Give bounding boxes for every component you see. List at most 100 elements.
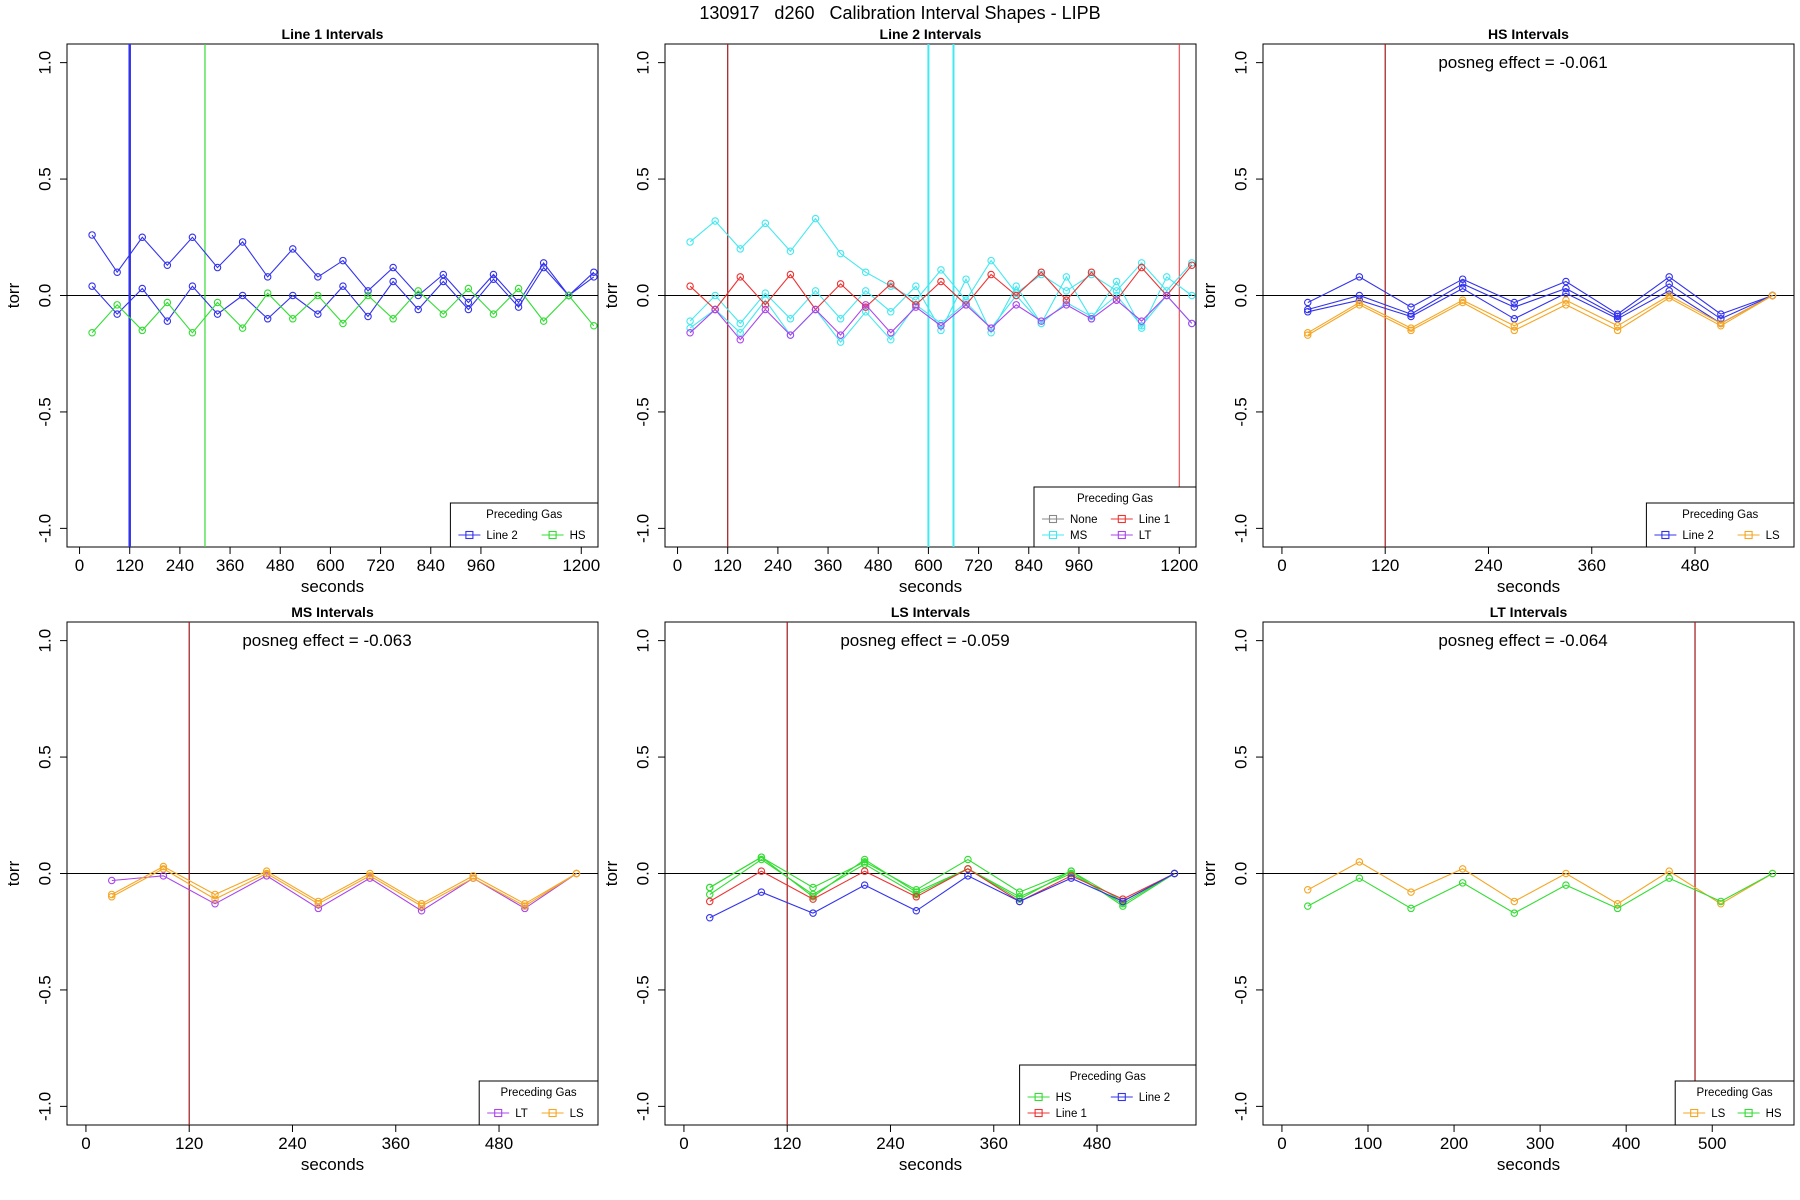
data-point [786, 247, 795, 256]
posneg-annotation: posneg effect = -0.064 [1438, 631, 1607, 650]
data-point [1137, 259, 1146, 267]
data-point [1037, 319, 1046, 328]
data-point [861, 308, 870, 316]
x-tick-label: 0 [1277, 556, 1286, 575]
data-point [1562, 284, 1570, 293]
data-point [1510, 303, 1519, 311]
data-point [987, 256, 995, 265]
data-point [188, 233, 197, 242]
data-point [836, 338, 845, 346]
data-point [1510, 897, 1519, 906]
legend: Preceding Gas LS HS [1674, 1080, 1795, 1126]
data-point [514, 284, 523, 293]
series-line [1307, 276, 1773, 315]
data-point [912, 296, 920, 304]
x-tick-label: 0 [81, 1134, 90, 1153]
data-point [706, 883, 714, 892]
data-point [1015, 897, 1024, 906]
data-series [706, 869, 1179, 922]
data-point [1407, 303, 1415, 311]
data-point [1458, 275, 1467, 283]
data-point [439, 277, 448, 286]
data-point [1087, 270, 1096, 279]
data-point [1665, 291, 1673, 300]
y-tick-label: 1.0 [36, 51, 55, 75]
x-tick-label: 480 [1681, 556, 1709, 575]
series-line [91, 287, 595, 334]
data-point [590, 268, 598, 276]
series-line [709, 856, 1175, 907]
data-point [211, 890, 219, 899]
data-point [1067, 867, 1075, 875]
data-point [757, 867, 766, 875]
legend-box [449, 502, 599, 548]
data-point [1188, 319, 1196, 328]
data-point [289, 315, 297, 323]
y-tick-label: 1.0 [634, 629, 653, 653]
legend-swatch-box [548, 1108, 557, 1118]
panel-title: Line 2 Intervals [880, 26, 982, 42]
x-tick-label: 120 [714, 556, 742, 575]
data-point [1188, 259, 1196, 267]
data-series [1304, 858, 1777, 908]
legend-box [1645, 502, 1795, 548]
legend-title: Preceding Gas [486, 509, 562, 521]
y-axis-label: torr [602, 860, 621, 886]
data-point [539, 263, 548, 272]
data-point [188, 329, 197, 337]
x-tick-label: 360 [1578, 556, 1606, 575]
x-tick-label: 0 [673, 556, 682, 575]
x-tick-label: 240 [764, 556, 792, 575]
y-tick-label: -1.0 [1232, 514, 1251, 543]
x-tick-label: 480 [485, 1134, 513, 1153]
data-point [539, 259, 548, 267]
y-tick-label: -0.5 [36, 397, 55, 426]
data-point [439, 310, 448, 318]
data-point [1717, 900, 1725, 908]
legend: Preceding Gas LT LS [478, 1080, 599, 1126]
data-point [108, 893, 116, 901]
x-axis-label: seconds [899, 577, 962, 596]
series-line [91, 266, 595, 323]
data-point [1613, 315, 1622, 323]
data-point [414, 305, 422, 314]
legend: Preceding Gas None Line 1 MS LT [1033, 486, 1197, 548]
y-tick-label: 0.5 [634, 167, 653, 191]
data-point [987, 324, 995, 332]
legend-entry: LS [570, 1108, 584, 1120]
data-point [1665, 874, 1673, 882]
data-point [912, 301, 920, 309]
data-point [1062, 273, 1071, 281]
data-point [809, 883, 817, 892]
data-point [439, 270, 448, 279]
data-point [1355, 858, 1364, 866]
data-point [1062, 296, 1071, 304]
data-point [263, 315, 272, 323]
data-point [417, 902, 426, 910]
data-point [289, 291, 297, 300]
data-point [339, 256, 347, 265]
data-point [88, 231, 96, 239]
data-point [1407, 326, 1415, 335]
data-series [706, 855, 1179, 908]
data-point [366, 869, 374, 878]
data-point [736, 319, 745, 328]
data-point [1510, 909, 1519, 917]
y-tick-label: 0.5 [1232, 167, 1251, 191]
legend-swatch-box [1117, 1092, 1126, 1102]
data-point [389, 277, 397, 286]
data-point [860, 855, 869, 864]
x-axis-label: seconds [301, 1155, 364, 1174]
data-point [1407, 888, 1415, 896]
data-series [1304, 291, 1777, 337]
x-tick-label: 600 [914, 556, 942, 575]
legend-box [1033, 486, 1197, 548]
data-point [88, 329, 96, 337]
data-point [289, 245, 297, 253]
data-point [188, 282, 197, 290]
data-point [464, 284, 473, 293]
data-point [1407, 904, 1415, 913]
x-tick-label: 0 [75, 556, 84, 575]
data-point [113, 268, 121, 276]
y-tick-label: 0.0 [1232, 862, 1251, 886]
